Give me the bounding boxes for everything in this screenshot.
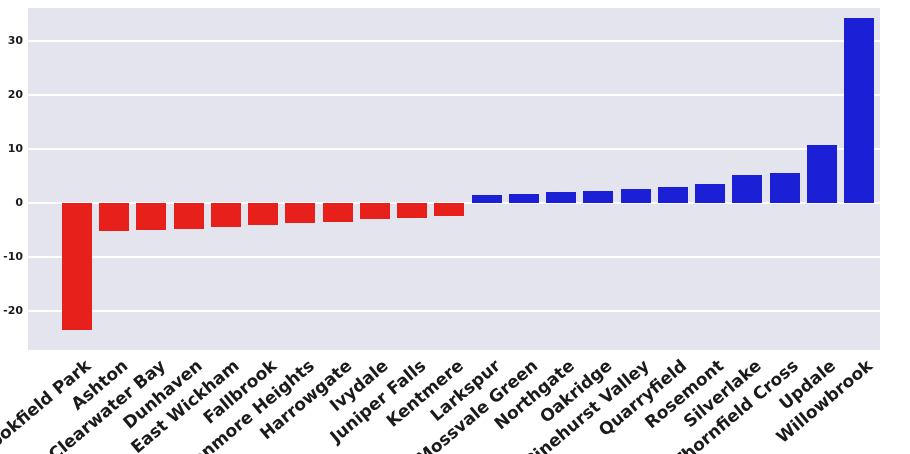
gridline (28, 310, 880, 313)
bar (806, 145, 837, 204)
bar (508, 194, 539, 204)
bar (99, 203, 130, 232)
gridline (28, 40, 880, 43)
bar (546, 192, 577, 204)
bar (732, 175, 763, 204)
y-tick-label: 0 (15, 196, 23, 210)
bar (136, 203, 167, 231)
y-tick-label: 20 (7, 88, 23, 102)
y-tick-label: -20 (3, 304, 23, 318)
bar (471, 195, 502, 204)
gridline (28, 94, 880, 97)
plot-area (28, 8, 880, 350)
bar (285, 203, 316, 224)
bar (248, 203, 279, 226)
bar (769, 173, 800, 204)
bar (695, 184, 726, 204)
bar (844, 18, 874, 204)
bar (620, 188, 651, 204)
y-tick-label: 10 (7, 142, 23, 156)
y-tick-label: 30 (7, 34, 23, 48)
bar (322, 203, 353, 222)
bar (583, 190, 614, 204)
bar (210, 203, 241, 227)
bar (657, 186, 688, 204)
y-tick-label: -10 (3, 250, 23, 264)
gridline (28, 148, 880, 151)
gridline (28, 256, 880, 259)
bar (397, 203, 428, 218)
bar (173, 203, 204, 230)
bar (62, 203, 92, 331)
bar (434, 203, 465, 216)
bar (359, 203, 390, 220)
